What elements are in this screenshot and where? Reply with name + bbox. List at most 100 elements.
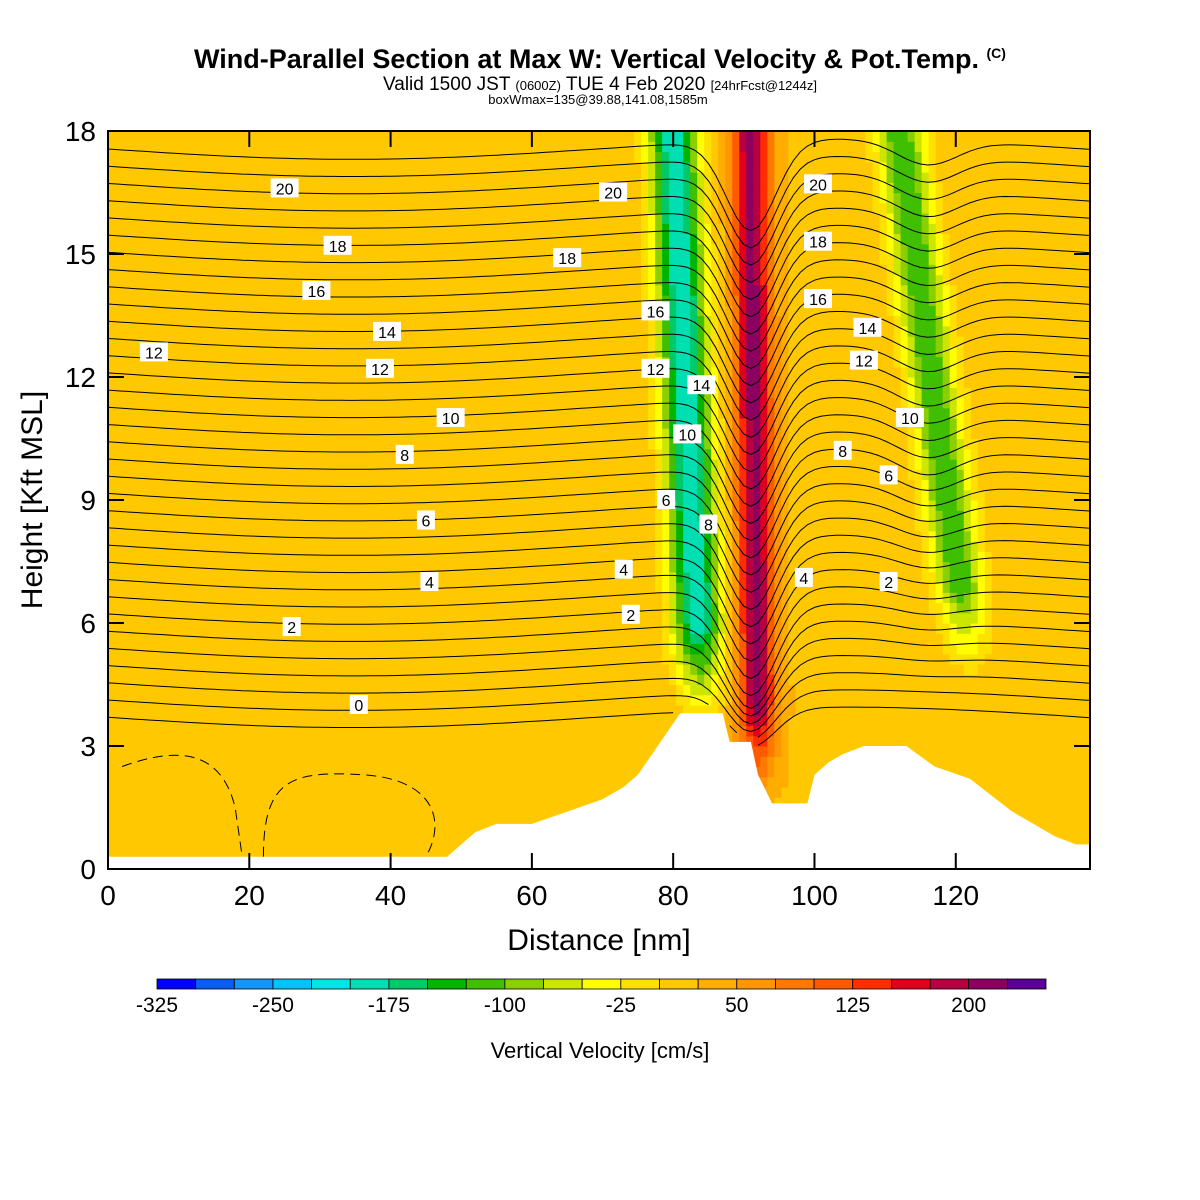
velocity-cell (570, 520, 579, 532)
velocity-cell (374, 202, 383, 214)
velocity-cell (346, 500, 355, 511)
velocity-cell (150, 366, 158, 378)
velocity-cell (248, 377, 256, 388)
velocity-cell (451, 305, 460, 317)
velocity-cell (409, 582, 418, 593)
velocity-cell (577, 202, 586, 214)
velocity-cell (262, 684, 270, 696)
velocity-cell (472, 131, 481, 142)
velocity-cell (437, 377, 446, 388)
velocity-cell (325, 387, 334, 399)
velocity-cell (409, 387, 418, 399)
velocity-cell (577, 623, 586, 634)
velocity-cell (479, 377, 488, 388)
velocity-cell (318, 571, 327, 583)
velocity-cell (311, 213, 320, 224)
velocity-cell (493, 582, 502, 593)
velocity-cell (248, 623, 256, 634)
velocity-cell (339, 407, 348, 419)
velocity-cell (374, 684, 383, 696)
velocity-cell (360, 776, 369, 788)
velocity-cell (171, 243, 179, 255)
velocity-cell (367, 766, 376, 778)
velocity-cell (409, 366, 418, 378)
velocity-cell (269, 653, 277, 665)
velocity-cell (388, 284, 397, 296)
velocity-cell (220, 407, 228, 419)
velocity-cell (311, 346, 320, 358)
velocity-cell (500, 161, 509, 173)
velocity-cell (304, 520, 313, 532)
velocity-cell (290, 141, 298, 153)
velocity-cell (521, 756, 530, 768)
velocity-cell (164, 202, 172, 214)
velocity-cell (332, 551, 341, 563)
velocity-cell (325, 623, 334, 634)
velocity-cell (290, 192, 298, 204)
velocity-cell (570, 746, 579, 757)
velocity-cell (444, 684, 453, 696)
velocity-cell (423, 274, 432, 286)
velocity-cell (157, 428, 165, 440)
velocity-cell (395, 623, 404, 634)
velocity-cell (451, 213, 460, 224)
velocity-cell (367, 182, 376, 194)
velocity-cell (507, 172, 516, 183)
velocity-cell (486, 694, 495, 706)
velocity-cell (262, 510, 270, 522)
velocity-cell (269, 725, 277, 737)
velocity-cell (192, 182, 200, 194)
velocity-cell (395, 161, 404, 173)
velocity-cell (304, 746, 313, 757)
velocity-cell (458, 612, 467, 624)
velocity-cell (178, 725, 186, 737)
velocity-cell (241, 694, 249, 706)
velocity-cell (122, 131, 130, 142)
velocity-cell (311, 715, 320, 727)
velocity-cell (423, 284, 432, 296)
velocity-cell (290, 397, 298, 409)
velocity-cell (213, 192, 221, 204)
velocity-cell (143, 459, 151, 470)
velocity-cell (493, 715, 502, 727)
velocity-cell (248, 418, 256, 429)
velocity-cell (241, 500, 249, 511)
velocity-cell (542, 243, 551, 255)
velocity-cell (311, 664, 320, 675)
velocity-cell (304, 766, 313, 778)
velocity-cell (346, 407, 355, 419)
velocity-cell (542, 520, 551, 532)
velocity-cell (374, 612, 383, 624)
velocity-cell (507, 377, 516, 388)
velocity-cell (143, 653, 151, 665)
velocity-cell (150, 151, 158, 163)
velocity-cell (150, 643, 158, 655)
velocity-cell (584, 397, 593, 409)
velocity-cell (542, 448, 551, 460)
velocity-cell (199, 807, 207, 819)
velocity-cell (416, 131, 425, 142)
velocity-cell (521, 817, 530, 829)
velocity-cell (150, 377, 158, 388)
velocity-cell (206, 438, 214, 450)
velocity-cell (192, 243, 200, 255)
velocity-cell (486, 612, 495, 624)
velocity-cell (325, 551, 334, 563)
velocity-cell (311, 735, 320, 747)
velocity-cell (409, 500, 418, 511)
velocity-cell (227, 346, 235, 358)
velocity-cell (192, 151, 200, 163)
velocity-cell (367, 633, 376, 645)
velocity-cell (381, 284, 390, 296)
velocity-cell (395, 838, 404, 850)
velocity-cell (486, 684, 495, 696)
velocity-cell (241, 356, 249, 368)
velocity-cell (346, 684, 355, 696)
velocity-cell (507, 479, 516, 491)
velocity-cell (325, 725, 334, 737)
velocity-cell (339, 161, 348, 173)
velocity-cell (465, 233, 474, 245)
velocity-cell (122, 715, 130, 727)
velocity-cell (353, 592, 362, 604)
velocity-cell (430, 715, 439, 727)
